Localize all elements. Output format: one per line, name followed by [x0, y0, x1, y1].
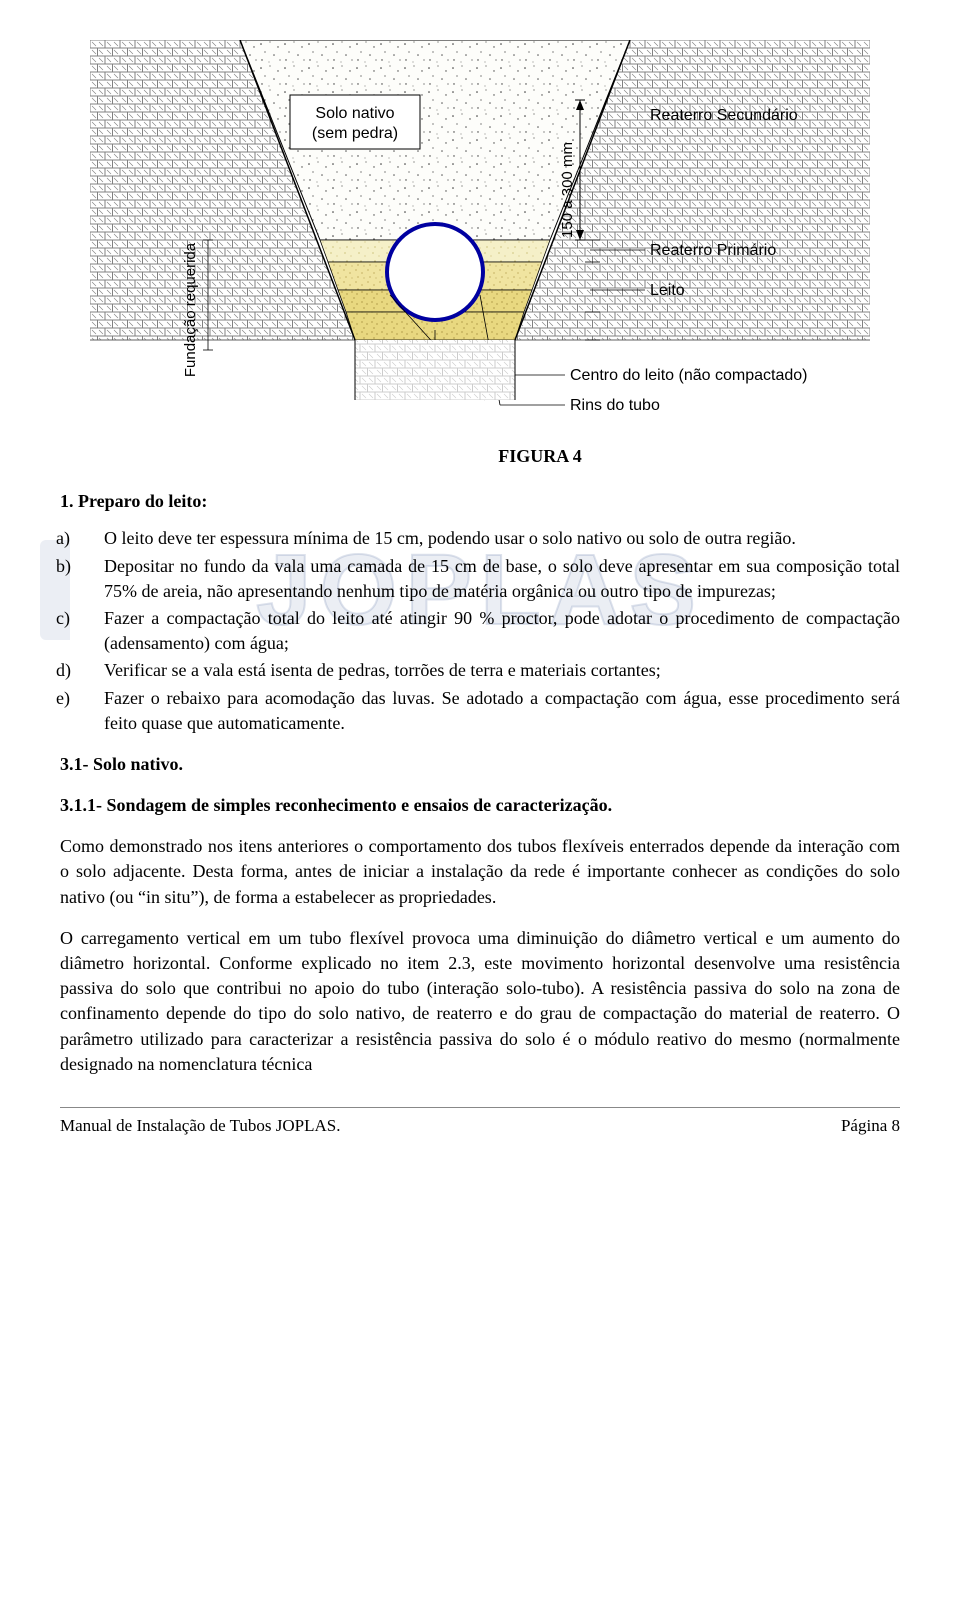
- label-leito: Leito: [650, 282, 685, 299]
- item-text: Fazer a compactação total do leito até a…: [104, 608, 900, 653]
- label-fundacao-requerida: Fundação requerida: [182, 242, 199, 377]
- list-item: c)Fazer a compactação total do leito até…: [80, 606, 900, 656]
- list-item: a)O leito deve ter espessura mínima de 1…: [80, 526, 900, 551]
- list-item: b)Depositar no fundo da vala uma camada …: [80, 554, 900, 604]
- label-solo-nativo-2: (sem pedra): [312, 125, 398, 142]
- label-reaterro-primario: Reaterro Primário: [650, 242, 776, 259]
- list-item: d)Verificar se a vala está isenta de ped…: [80, 658, 900, 683]
- heading-3-1: 3.1- Solo nativo.: [60, 752, 900, 777]
- footer-right: Página 8: [841, 1114, 900, 1138]
- item-text: Depositar no fundo da vala uma camada de…: [104, 556, 900, 601]
- preparo-list: a)O leito deve ter espessura mínima de 1…: [60, 526, 900, 736]
- figure-caption: FIGURA 4: [180, 444, 900, 469]
- item-text: O leito deve ter espessura mínima de 15 …: [104, 528, 796, 548]
- label-dim-150-300: 150 a 300 mm: [559, 142, 576, 238]
- figure-4: Solo nativo (sem pedra) 150 a 300 mm Rea…: [60, 40, 900, 469]
- label-solo-nativo-1: Solo nativo: [315, 105, 394, 122]
- label-centro-leito: Centro do leito (não compactado): [570, 367, 807, 384]
- page-footer: Manual de Instalação de Tubos JOPLAS. Pá…: [60, 1107, 900, 1138]
- heading-3-1-1: 3.1.1- Sondagem de simples reconheciment…: [60, 793, 900, 818]
- list-item: e)Fazer o rebaixo para acomodação das lu…: [80, 686, 900, 736]
- footer-left: Manual de Instalação de Tubos JOPLAS.: [60, 1114, 340, 1138]
- item-text: Fazer o rebaixo para acomodação das luva…: [104, 688, 900, 733]
- paragraph-2: O carregamento vertical em um tubo flexí…: [60, 926, 900, 1077]
- paragraph-1: Como demonstrado nos itens anteriores o …: [60, 834, 900, 910]
- label-rins: Rins do tubo: [570, 397, 660, 414]
- heading-preparo-leito: 1. Preparo do leito:: [60, 489, 900, 514]
- item-text: Verificar se a vala está isenta de pedra…: [104, 660, 661, 680]
- trench-cross-section-svg: Solo nativo (sem pedra) 150 a 300 mm Rea…: [90, 40, 870, 440]
- label-reaterro-secundario: Reaterro Secundário: [650, 107, 798, 124]
